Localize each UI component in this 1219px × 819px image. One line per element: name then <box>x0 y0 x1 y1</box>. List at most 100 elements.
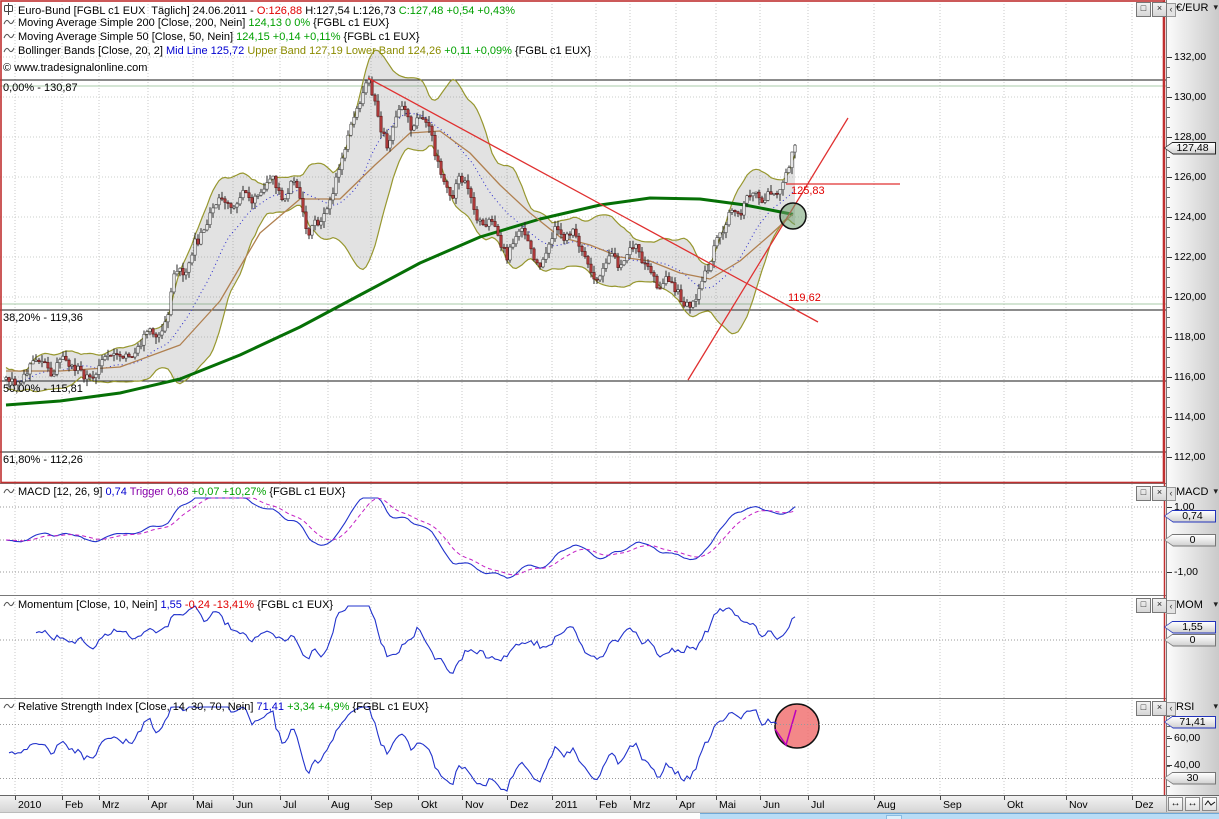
instrument-legend[interactable]: Euro-Bund [FGBL c1 EUX Täglich] 24.06.20… <box>3 3 515 19</box>
time-tick-label: Jun <box>763 799 780 811</box>
indicator-icon <box>3 17 18 31</box>
panel-restore-button[interactable]: □ <box>1136 598 1151 613</box>
macd-label: MACD [12, 26, 9] <box>18 486 106 498</box>
indicator-icon <box>3 486 18 500</box>
price-axis[interactable] <box>1166 0 1219 795</box>
time-tick-mark <box>676 796 677 800</box>
time-tick-mark <box>99 796 100 800</box>
panel-restore-button[interactable]: □ <box>1136 2 1151 17</box>
axis-tick-mark <box>1167 457 1172 458</box>
axis-tick-mark <box>1167 738 1172 739</box>
momentum-legend[interactable]: Momentum [Close, 10, Nein] 1,55 -0,24 -1… <box>3 599 333 613</box>
axis-scale-dropdown[interactable]: MACD ▾ <box>1176 486 1218 498</box>
macd-legend[interactable]: MACD [12, 26, 9] 0,74 Trigger 0,68 +0,07… <box>3 486 345 500</box>
ma50-suffix: {FGBL c1 EUX} <box>340 31 420 43</box>
panel-window-buttons: □ × <box>1136 598 1167 613</box>
axis-tick-label: -1,00 <box>1174 566 1198 578</box>
panel-close-button[interactable]: × <box>1152 701 1167 716</box>
time-tick-label: Mrz <box>633 799 651 811</box>
time-tick-label: Dez <box>1135 799 1154 811</box>
rsi-legend[interactable]: Relative Strength Index [Close, 14, 30, … <box>3 701 429 715</box>
axis-tick-label: 132,00 <box>1174 51 1207 63</box>
value-marker-flag: 127,48 <box>1164 141 1216 155</box>
chevron-down-icon: ▾ <box>1213 486 1218 496</box>
value-marker-text: 1,55 <box>1165 621 1215 633</box>
axis-tick-label: 130,00 <box>1174 91 1207 103</box>
instrument-icon <box>3 3 18 19</box>
axis-collapse-button[interactable]: ‹ <box>1166 487 1176 501</box>
panel-close-button[interactable]: × <box>1152 598 1167 613</box>
time-tick-mark <box>1066 796 1067 800</box>
axis-scale-dropdown[interactable]: MOM ▾ <box>1176 599 1218 611</box>
panel-restore-button[interactable]: □ <box>1136 486 1151 501</box>
auto-scale-button[interactable] <box>1202 797 1217 811</box>
time-tick-mark <box>630 796 631 800</box>
axis-tick-label: 60,00 <box>1174 732 1201 744</box>
time-tick-mark <box>874 796 875 800</box>
bb-band-values: Upper Band 127,19 Lower Band 124,26 <box>244 45 442 57</box>
ma200-legend[interactable]: Moving Average Simple 200 [Close, 200, N… <box>3 17 389 31</box>
time-tick-label: Aug <box>877 799 896 811</box>
time-tick-mark <box>148 796 149 800</box>
time-tick-mark <box>1004 796 1005 800</box>
trendline-price-label: 125,83 <box>791 185 825 197</box>
time-tick-label: Nov <box>465 799 484 811</box>
fit-vertical-button[interactable]: ↔ <box>1185 797 1200 811</box>
axis-tick-label: 128,00 <box>1174 131 1207 143</box>
chart-plot-area[interactable] <box>0 0 1166 795</box>
axis-scale-dropdown[interactable]: €/EUR ▾ <box>1176 2 1218 14</box>
axis-tick-mark <box>1167 257 1172 258</box>
value-marker-flag: 30 <box>1164 771 1216 785</box>
time-tick-label: Mai <box>196 799 213 811</box>
time-tick-label: Sep <box>943 799 962 811</box>
fit-horizontal-button[interactable]: ↔ <box>1168 797 1183 811</box>
ma50-label: Moving Average Simple 50 [Close, 50, Nei… <box>18 31 237 43</box>
fib-level-label: 50,00% - 115,81 <box>3 383 83 395</box>
axis-tick-mark <box>1167 507 1172 508</box>
axis-collapse-button[interactable]: ‹ <box>1166 702 1176 716</box>
ma50-legend[interactable]: Moving Average Simple 50 [Close, 50, Nei… <box>3 31 420 45</box>
time-tick-label: Nov <box>1069 799 1088 811</box>
fib-level-label: 38,20% - 119,36 <box>3 312 83 324</box>
time-tick-mark <box>462 796 463 800</box>
axis-tick-mark <box>1167 177 1172 178</box>
momentum-change: -0,24 -13,41% <box>181 599 255 611</box>
chevron-down-icon: ▾ <box>1213 2 1218 12</box>
axis-tick-mark <box>1167 572 1172 573</box>
value-marker-text: 71,41 <box>1165 716 1215 728</box>
axis-tick-mark <box>1167 137 1172 138</box>
axis-scale-dropdown[interactable]: RSI ▾ <box>1176 701 1218 713</box>
scrollbar-grip[interactable] <box>886 815 902 819</box>
time-tick-mark <box>596 796 597 800</box>
time-tick-mark <box>15 796 16 800</box>
panel-close-button[interactable]: × <box>1152 2 1167 17</box>
time-scrollbar[interactable] <box>700 813 1219 819</box>
axis-tick-mark <box>1167 377 1172 378</box>
axis-tick-label: 116,00 <box>1174 371 1206 383</box>
axis-tick-label: 124,00 <box>1174 211 1207 223</box>
fib-level-label: 61,80% - 112,26 <box>3 454 83 466</box>
axis-collapse-button[interactable]: ‹ <box>1166 3 1176 17</box>
time-tick-label: Dez <box>510 799 529 811</box>
macd-trigger-value: Trigger 0,68 <box>126 486 189 498</box>
panel-restore-button[interactable]: □ <box>1136 701 1151 716</box>
bollinger-legend[interactable]: Bollinger Bands [Close, 20, 2] Mid Line … <box>3 45 591 59</box>
time-tick-mark <box>940 796 941 800</box>
axis-collapse-button[interactable]: ‹ <box>1166 600 1176 614</box>
chevron-down-icon: ▾ <box>1213 599 1218 609</box>
time-tick-label: Aug <box>331 799 350 811</box>
time-tick-label: 2010 <box>18 799 42 811</box>
axis-tick-label: 118,00 <box>1174 331 1206 343</box>
time-tick-label: Sep <box>374 799 393 811</box>
rsi-value: 71,41 <box>256 701 285 713</box>
bottom-right-toolbar: ↔ ↔ <box>1166 795 1219 812</box>
value-marker-flag: 0,74 <box>1164 509 1216 523</box>
time-tick-label: Apr <box>679 799 696 811</box>
time-tick-label: Okt <box>1007 799 1024 811</box>
panel-window-buttons: □ × <box>1136 486 1167 501</box>
time-axis[interactable]: 2010 Feb Mrz Apr Mai Jun Jul Aug Sep Okt Nov Dez 201… <box>0 795 1166 813</box>
close-value: C:127,48 +0,54 +0,43% <box>398 5 515 17</box>
momentum-suffix: {FGBL c1 EUX} <box>254 599 334 611</box>
panel-close-button[interactable]: × <box>1152 486 1167 501</box>
axis-tick-label: 126,00 <box>1174 171 1207 183</box>
